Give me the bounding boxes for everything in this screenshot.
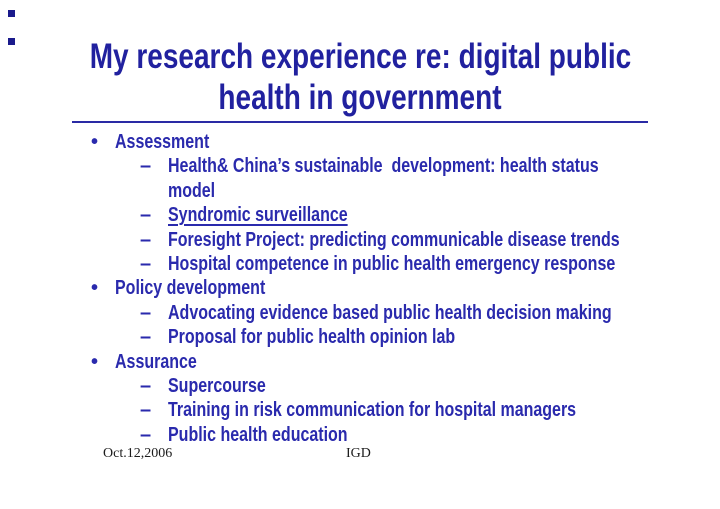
dash-icon: –	[140, 423, 152, 446]
dash-icon: –	[140, 301, 152, 324]
dash-icon: –	[140, 204, 152, 227]
outline-item-text: Proposal for public health opinion lab	[168, 326, 456, 349]
outline-item: • Assessment	[88, 130, 720, 154]
outline-item: – Hospital competence in public health em…	[88, 252, 720, 276]
outline-item-text: Assessment	[115, 131, 210, 153]
bullet-dot-icon: •	[91, 350, 99, 373]
dash-icon: –	[140, 375, 152, 398]
outline-item: – Advocating evidence based public health…	[88, 301, 720, 325]
corner-square-icon	[8, 10, 15, 17]
footer-author: IGD	[346, 446, 371, 461]
outline-item-text: Policy development	[115, 277, 266, 300]
slide-title-line-1: My research experience re: digital publi…	[89, 37, 631, 76]
slide-title-line-2: health in government	[218, 78, 502, 117]
outline-item-text: Health& China’s sustainable development:…	[168, 155, 599, 202]
outline: • Assessment – Health& China’s sustainable …	[88, 130, 720, 447]
outline-item-text: Syndromic surveillance	[168, 204, 348, 227]
outline-item-text: Assurance	[115, 350, 197, 373]
dash-icon: –	[140, 253, 152, 276]
outline-item-text: Advocating evidence based public health …	[168, 301, 612, 324]
bullet-dot-icon: •	[91, 277, 99, 300]
title-divider-rule	[72, 121, 648, 123]
outline-item: – Proposal for public health opinion lab	[88, 325, 720, 349]
bullet-dot-icon: •	[91, 131, 99, 153]
outline-item-text: Public health education	[168, 423, 348, 446]
outline-item: • Policy development	[88, 276, 720, 300]
outline-item-text: Training in risk communication for hospi…	[168, 399, 577, 422]
outline-item: – Training in risk communication for hosp…	[88, 398, 720, 422]
dash-icon: –	[140, 326, 152, 349]
dash-icon: –	[140, 228, 152, 251]
outline-item: – Syndromic surveillance	[88, 203, 720, 227]
footer-date: Oct.12,2006	[103, 446, 173, 461]
dash-icon: –	[140, 399, 152, 422]
dash-icon: –	[140, 155, 152, 178]
outline-item: • Assurance	[88, 350, 720, 374]
corner-square-icon	[8, 38, 15, 45]
outline-item: – Health& China’s sustainable development…	[88, 154, 720, 203]
slide-title: My research experience re: digital publi…	[0, 36, 720, 118]
outline-item-text: Supercourse	[168, 375, 266, 398]
outline-item-text: Foresight Project: predicting communicab…	[168, 228, 620, 251]
outline-item: – Foresight Project: predicting communica…	[88, 228, 720, 252]
outline-item-text: Hospital competence in public health eme…	[168, 253, 616, 276]
outline-item: – Public health education	[88, 423, 720, 447]
outline-item: – Supercourse	[88, 374, 720, 398]
